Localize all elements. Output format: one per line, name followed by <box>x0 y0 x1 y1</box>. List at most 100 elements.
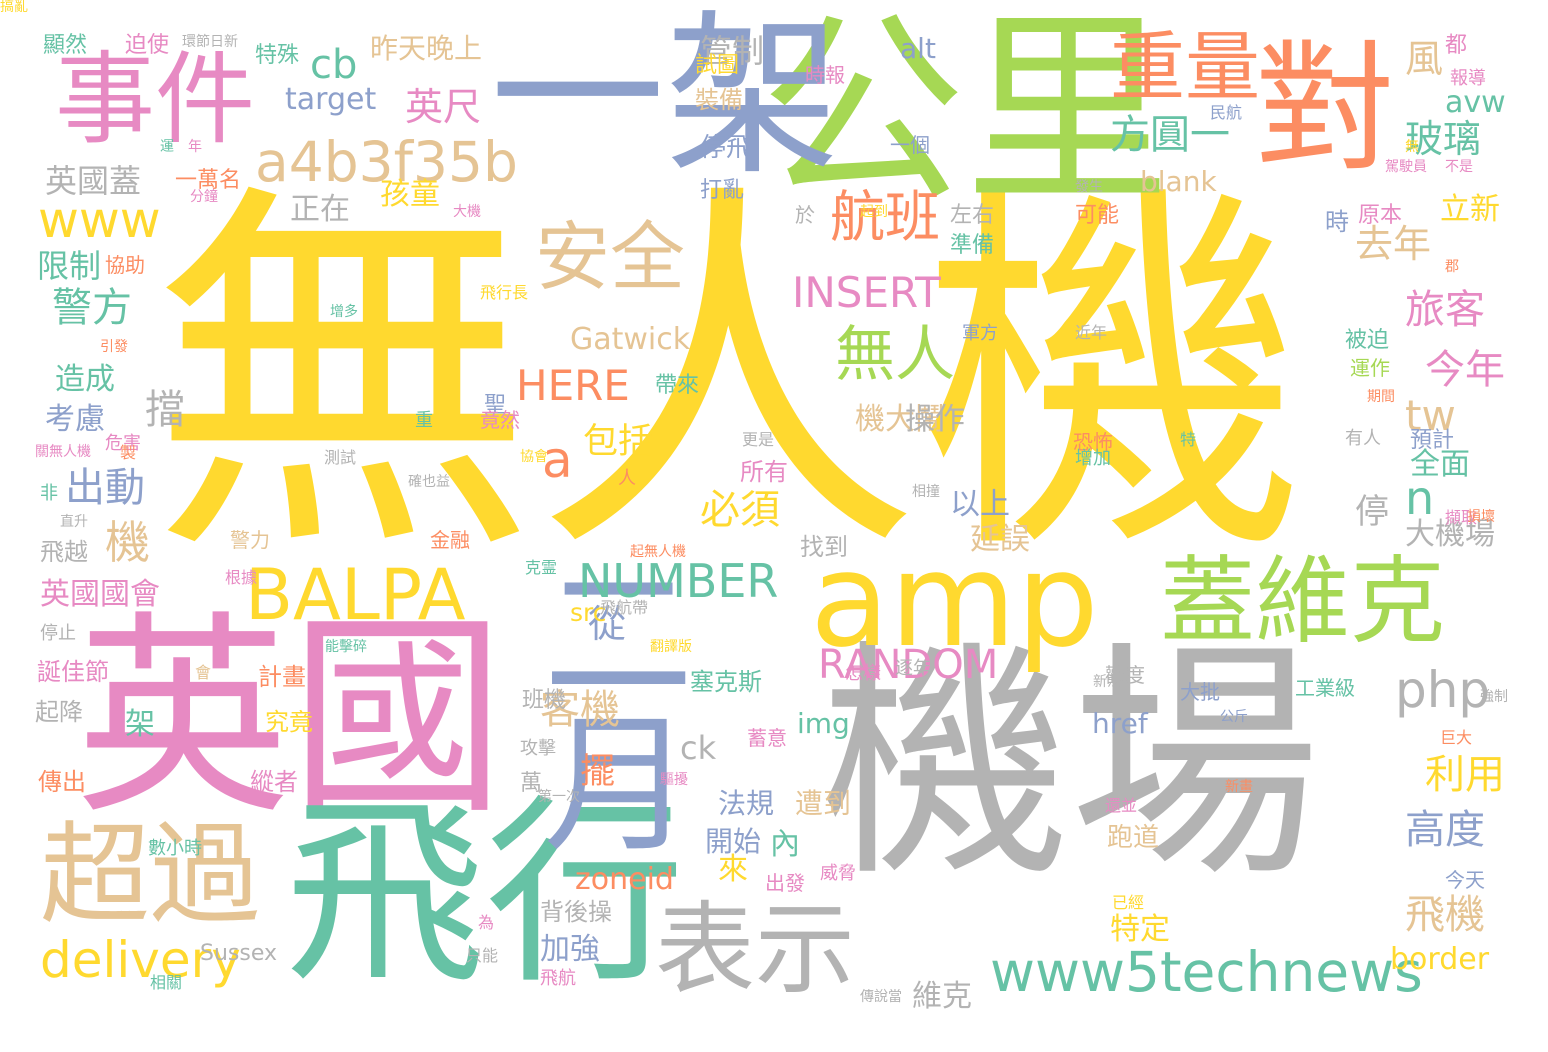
word-8-cjk: 二月 <box>518 555 692 855</box>
word-41-cjk: 玻璃 <box>1405 117 1482 161</box>
word-173-cjk: 駕駛員 <box>1385 159 1427 175</box>
word-69-cjk: 造成 <box>55 362 115 397</box>
word-155-cjk: 新法 <box>1093 674 1121 690</box>
word-45-cjk: 旅客 <box>1405 287 1485 333</box>
word-168-cjk: 運 <box>160 139 174 155</box>
word-137-cjk: 警力 <box>230 528 270 552</box>
word-111-cjk: 有人 <box>1345 428 1381 449</box>
word-4-cjk: 公里 <box>760 0 1170 231</box>
word-38-cjk: 昨天晚上 <box>370 32 483 65</box>
word-76-cjk: 計畫 <box>258 663 306 691</box>
word-51-cjk: 大機場 <box>1405 517 1495 552</box>
word-49-cjk: 全面 <box>1410 447 1470 482</box>
word-42-avw: avw <box>1445 85 1506 120</box>
word-171-cjk: 第一次 <box>538 789 580 805</box>
word-0-cjk: 無人機 <box>150 153 1305 601</box>
word-154-cjk: 還並 <box>1105 796 1138 815</box>
word-96-src: src <box>570 598 607 627</box>
word-27-cjk: 方圓一 <box>1110 112 1230 158</box>
word-100-cjk: 準備 <box>950 233 995 258</box>
word-89-cjk: 來 <box>718 852 748 887</box>
word-56-blank: blank <box>1140 165 1217 198</box>
word-198-cjk: 搞亂 <box>0 0 28 15</box>
word-11-cjk: 超過 <box>40 811 260 939</box>
word-88-cjk: 跑道 <box>1107 823 1160 853</box>
word-134-cjk: 竟然 <box>480 408 520 432</box>
word-93-cjk: 背後操 <box>540 898 612 926</box>
word-197-cjk: 新畫 <box>1225 779 1253 795</box>
word-57-gatwick: Gatwick <box>570 322 691 357</box>
word-60-cjk: 擋 <box>145 387 185 433</box>
word-97-cjk: 班機 <box>522 688 567 713</box>
word-31-cjk: 警方 <box>52 285 132 331</box>
word-121-cjk: 一個 <box>890 133 930 157</box>
word-145-cjk: 蓄意 <box>747 726 787 750</box>
word-172-cjk: 發生 <box>1075 179 1103 195</box>
word-33-cjk: 英國蓋 <box>45 162 142 200</box>
word-149-sussex: Sussex <box>200 941 277 966</box>
word-187-cjk: 驅擾 <box>660 772 688 788</box>
word-55-border: border <box>1390 942 1490 977</box>
word-22-random: RANDOM <box>818 642 999 688</box>
word-17-a4b3f35b: a4b3f35b <box>255 130 518 194</box>
word-65-cjk: 必須 <box>700 487 780 533</box>
word-39-alt: alt <box>900 32 936 65</box>
word-78-cjk: 縱者 <box>250 768 298 796</box>
word-92-cjk: 加強 <box>540 932 600 967</box>
word-107-cjk: 被迫 <box>1345 328 1390 353</box>
word-163-cjk: 為 <box>478 913 495 932</box>
word-136-cjk: 協助 <box>105 253 145 277</box>
word-81-href: href <box>1092 707 1148 740</box>
word-188-cjk: 起無人機 <box>630 544 686 560</box>
word-15-balpa: BALPA <box>245 554 466 636</box>
word-61-cjk: 機大鬧 <box>855 402 945 437</box>
word-164-cjk: 克霊 <box>525 558 558 577</box>
word-75-cjk: 傳出 <box>38 768 86 796</box>
word-94-cjk: 特定 <box>1110 912 1170 947</box>
word-193-cjk: 確也益 <box>408 474 450 490</box>
word-153-cjk: 已經 <box>1112 893 1145 912</box>
word-160-cjk: 非 <box>40 483 58 504</box>
word-77-cjk: 究竟 <box>265 708 313 736</box>
word-185-cjk: 關無人機 <box>35 444 91 460</box>
word-162-cjk: 重 <box>415 410 433 431</box>
word-54-cjk: 飛機 <box>1405 892 1485 938</box>
word-151-cjk: 只能 <box>466 946 499 965</box>
word-167-cjk: 年 <box>188 139 202 155</box>
word-152-cjk: 相關 <box>150 973 183 992</box>
word-12-cjk: 表示 <box>655 891 855 1008</box>
word-64-cjk: 延誤 <box>970 522 1030 557</box>
word-30-target: target <box>285 82 377 117</box>
word-35-cjk: 正在 <box>290 192 350 227</box>
word-28-cjk: 英尺 <box>405 85 482 129</box>
word-40-cjk: 風 <box>1405 37 1444 81</box>
word-132-cjk: 聖 <box>484 393 507 418</box>
word-7-amp: amp <box>810 524 1099 676</box>
word-74-cjk: 起降 <box>35 698 83 726</box>
word-129-cjk: 民航 <box>1210 103 1243 122</box>
word-72-cjk: 飛越 <box>40 538 88 566</box>
word-116-cjk: 今天 <box>1445 868 1485 892</box>
word-36-cjk: 孩童 <box>380 177 440 212</box>
word-194-cjk: 相撞 <box>912 484 940 500</box>
word-118-cjk: 打亂 <box>700 178 745 203</box>
word-9-cjk: 事件 <box>55 41 255 158</box>
word-1-cjk: 機場 <box>820 619 1320 910</box>
word-175-cjk: 起到 <box>860 204 888 220</box>
word-23-insert: INSERT <box>792 268 941 317</box>
word-34-cjk: 限制 <box>37 247 102 285</box>
word-189-cjk: 協會 <box>520 449 548 465</box>
word-158-cjk: 飛行長 <box>480 283 529 302</box>
word-21-number: NUMBER <box>578 554 779 608</box>
word-184-cjk: 製 <box>120 443 137 462</box>
word-101-cjk: 所有 <box>740 458 788 486</box>
word-117-cjk: 停飛 <box>700 133 753 163</box>
word-119-cjk: 裝備 <box>695 86 743 114</box>
word-95-cjk: 維克 <box>912 979 972 1014</box>
word-80-img: img <box>797 707 850 740</box>
word-14-cjk: 重量 <box>1110 23 1261 111</box>
word-91-zoneid: zoneid <box>575 862 674 897</box>
word-148-cjk: 數小時 <box>148 838 202 859</box>
word-113-cjk: 歡度 <box>1105 663 1145 687</box>
word-20-delivery: delivery <box>40 931 241 989</box>
